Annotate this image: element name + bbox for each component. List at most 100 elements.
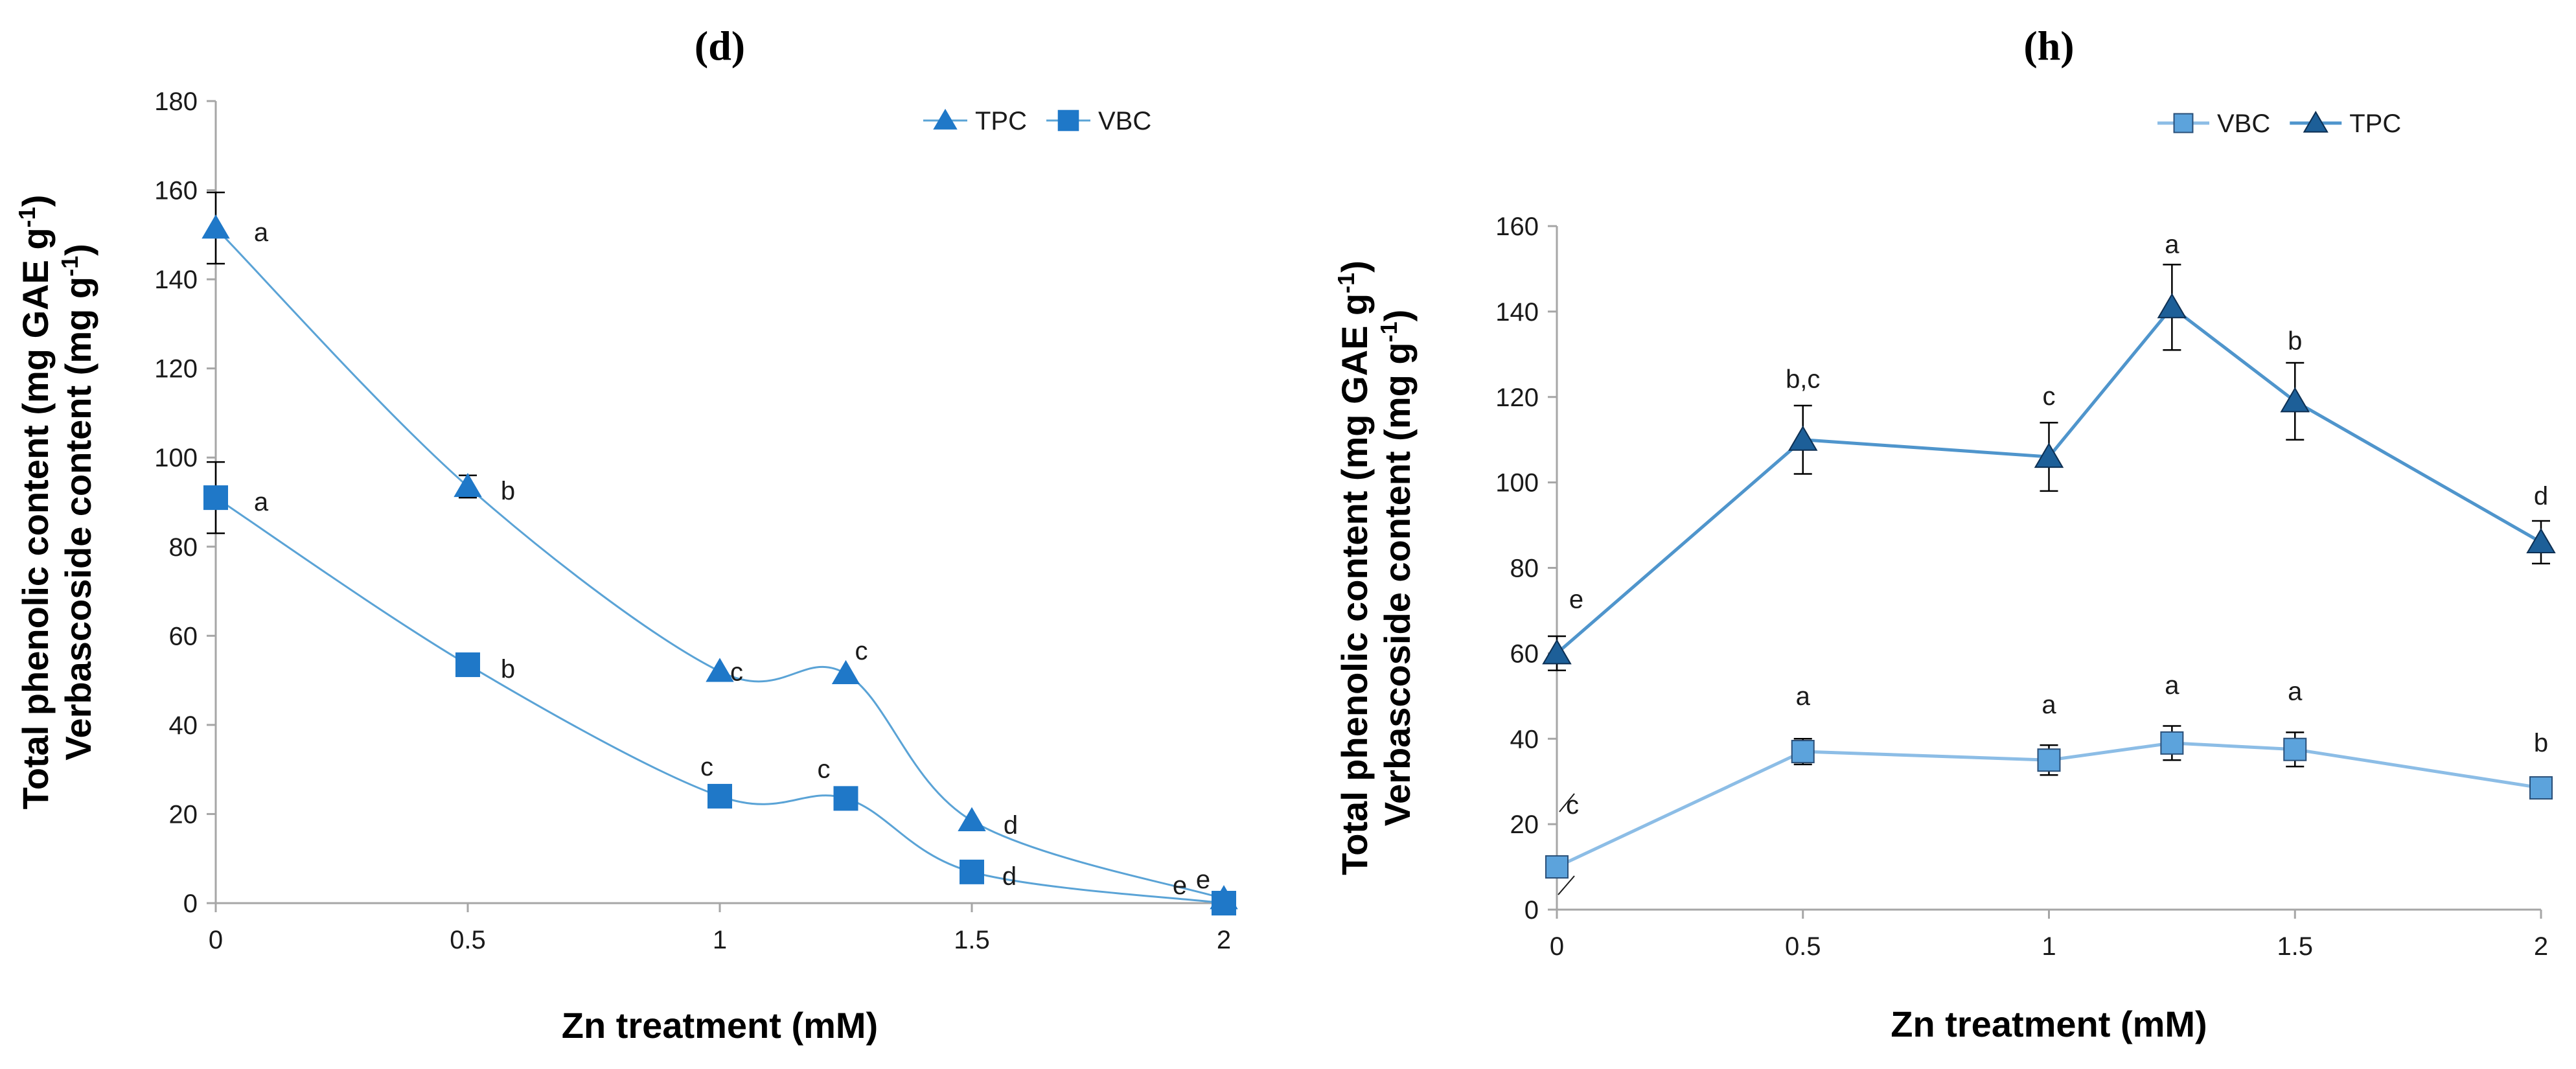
legend-marker	[1057, 109, 1079, 132]
data-point-vbc	[960, 859, 984, 884]
significance-label: c	[855, 637, 868, 665]
y-tick-label: 0	[183, 890, 198, 918]
data-point-vbc	[833, 786, 858, 811]
data-point-vbc	[2529, 776, 2553, 800]
significance-label: b	[2288, 327, 2302, 355]
significance-label: b,c	[1786, 365, 1820, 394]
significance-label: d	[1002, 862, 1017, 891]
data-point-vbc	[2037, 748, 2061, 772]
x-tick-label: 2	[2534, 932, 2548, 961]
significance-label: b	[2534, 729, 2548, 757]
x-tick-label: 1.5	[2277, 932, 2313, 961]
y-tick-label: 120	[1495, 384, 1539, 412]
legend-marker	[2303, 111, 2329, 133]
significance-label: b	[501, 477, 515, 505]
y-tick-label: 80	[1510, 555, 1539, 583]
data-point-tpc	[2157, 293, 2187, 319]
data-point-tpc	[2034, 443, 2064, 468]
data-point-tpc	[831, 660, 860, 684]
significance-label: d	[1004, 811, 1018, 840]
significance-label: a	[1796, 682, 1811, 711]
x-tick-label: 0	[209, 926, 223, 954]
y-tick-label: 20	[169, 800, 198, 829]
y-tick-label: 160	[154, 177, 198, 205]
data-point-vbc	[2160, 731, 2184, 755]
significance-label: e	[1569, 585, 1583, 614]
chart-panel-d: (d) 0 20 40 60 80 100 120 140 160 180 0 0.5 1 1.5 2 Zn t…	[14, 23, 1238, 1046]
y-tick-label: 80	[169, 533, 198, 562]
series-line-tpc	[214, 227, 1225, 900]
data-point-vbc	[203, 485, 228, 511]
significance-label: a	[2041, 691, 2056, 719]
data-point-vbc	[1212, 891, 1236, 915]
data-point-vbc	[455, 652, 480, 678]
y-tick-label: 100	[1495, 469, 1539, 498]
x-axis-title: Zn treatment (mM)	[1891, 1004, 2207, 1044]
x-tick-label: 2	[1217, 926, 1231, 954]
significance-label: b	[501, 655, 515, 684]
chart-panel-h: (h) 0 20 40 60 80 100 120 140 160 0 0.5 1 1.5 2 Zn trea…	[1333, 23, 2556, 1044]
y-tick-label: 180	[154, 87, 198, 116]
legend-marker	[933, 108, 958, 130]
data-point-tpc	[1542, 639, 1572, 665]
x-axis-title: Zn treatment (mM)	[562, 1005, 878, 1046]
data-point-vbc	[1545, 855, 1569, 879]
data-point-tpc	[2280, 387, 2310, 413]
significance-label: d	[2534, 482, 2548, 511]
series-line-vbc	[1556, 741, 2542, 869]
data-point-tpc	[201, 214, 230, 239]
legend-label: TPC	[975, 107, 1027, 135]
legend-label: VBC	[1098, 107, 1151, 135]
x-tick-label: 1	[713, 926, 727, 954]
data-point-tpc	[958, 807, 986, 831]
significance-label: c	[2043, 382, 2056, 411]
x-tick-label: 0	[1550, 932, 1564, 961]
significance-label: a	[2165, 230, 2179, 259]
panel-label: (d)	[695, 23, 745, 69]
y-tick-label: 40	[169, 711, 198, 740]
data-point-tpc	[706, 658, 734, 682]
y-axis-title-line2: Verbascoside content (mg g-1)	[1375, 310, 1418, 827]
series-line-vbc	[215, 496, 1225, 904]
significance-label: e	[1173, 871, 1187, 900]
data-point-tpc	[2526, 527, 2556, 553]
significance-label: a	[254, 218, 269, 247]
data-point-vbc	[707, 783, 732, 809]
data-point-tpc	[1788, 425, 1818, 451]
x-tick-label: 1.5	[954, 926, 990, 954]
y-tick-label: 140	[154, 266, 198, 294]
y-axis-title-line2: Verbascoside content (mg g-1)	[56, 244, 98, 761]
y-tick-label: 60	[1510, 639, 1539, 668]
data-point-vbc	[1791, 740, 1815, 764]
y-tick-label: 100	[154, 444, 198, 472]
significance-label: c	[1566, 791, 1579, 820]
significance-label: c	[818, 755, 831, 783]
panel-label: (h)	[2023, 23, 2074, 69]
label-leader-line	[1558, 875, 1575, 895]
y-tick-label: 140	[1495, 298, 1539, 327]
legend-marker	[2173, 113, 2194, 133]
y-tick-label: 120	[154, 355, 198, 384]
y-axis-title-line1: Total phenolic content (mg GAE g-1)	[14, 195, 56, 810]
data-point-tpc	[454, 472, 482, 498]
legend-label: TPC	[2349, 109, 2401, 138]
series-line-tpc	[1556, 305, 2542, 655]
x-tick-label: 1	[2041, 932, 2056, 961]
significance-label: a	[2165, 671, 2179, 700]
y-tick-label: 40	[1510, 725, 1539, 753]
x-tick-label: 0.5	[450, 926, 486, 954]
y-tick-label: 160	[1495, 213, 1539, 241]
x-tick-label: 0.5	[1785, 932, 1821, 961]
significance-label: c	[730, 658, 743, 686]
significance-label: a	[254, 488, 269, 516]
significance-label: a	[2288, 678, 2303, 706]
y-tick-label: 20	[1510, 810, 1539, 839]
label-leader-line	[1559, 793, 1575, 812]
significance-label: e	[1196, 866, 1210, 894]
y-tick-label: 60	[169, 622, 198, 650]
data-point-vbc	[2283, 737, 2307, 761]
significance-label: c	[700, 753, 713, 781]
y-axis-title-line1: Total phenolic content (mg GAE g-1)	[1333, 260, 1375, 875]
legend-label: VBC	[2217, 109, 2270, 138]
